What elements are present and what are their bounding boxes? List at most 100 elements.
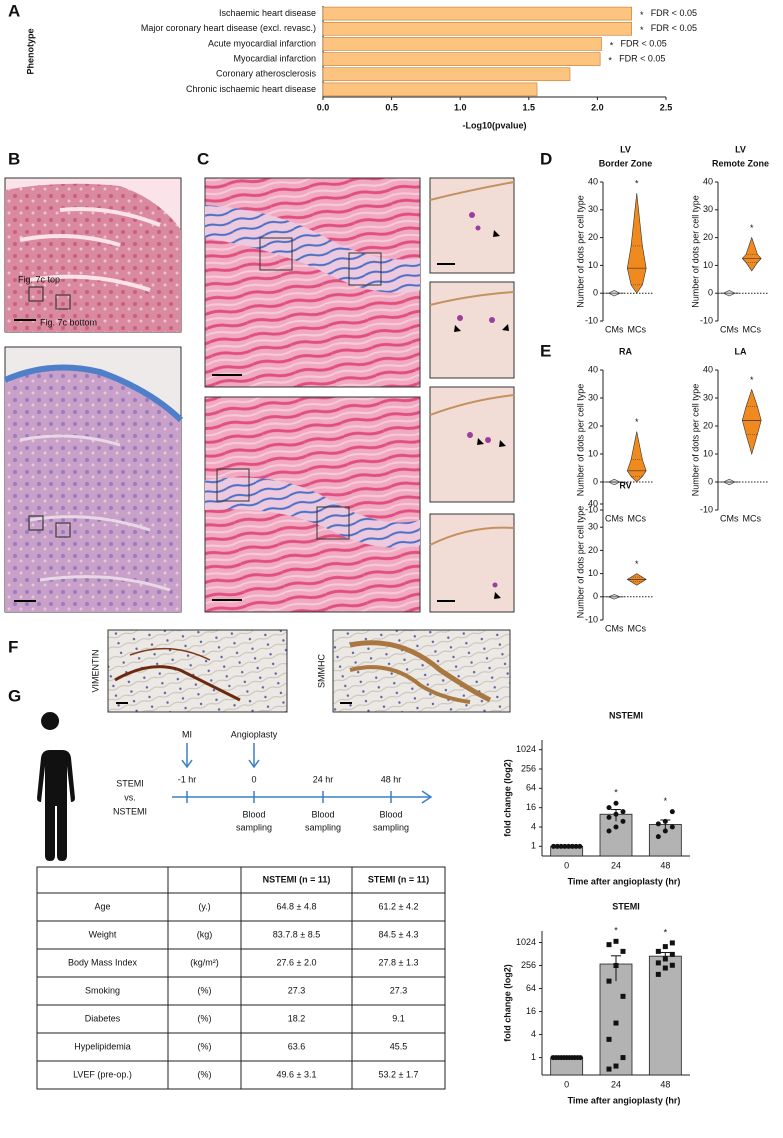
data-point <box>577 843 583 849</box>
chart-title: LA <box>735 346 747 356</box>
data-point <box>606 1066 612 1072</box>
data-point <box>613 1020 619 1026</box>
y-tick-label: 40 <box>588 364 598 374</box>
y-axis-label: Number of dots per cell type <box>690 195 700 308</box>
y-tick-label: 10 <box>703 448 713 458</box>
y-tick-label: 20 <box>703 420 713 430</box>
y-axis-label: Number of dots per cell type <box>575 195 585 308</box>
table-cell: 83.7.8 ± 8.5 <box>273 929 320 939</box>
violin <box>741 388 762 456</box>
panel-label: A <box>8 1 20 20</box>
y-tick-label: Chronic ischaemic heart disease <box>186 84 316 94</box>
chart-title: RV <box>619 480 631 490</box>
y-tick-label: 1 <box>531 1052 536 1062</box>
table-cell: 27.8 ± 1.3 <box>379 957 419 967</box>
table-cell: 27.6 ± 2.0 <box>277 957 317 967</box>
sampling-label: sampling <box>305 822 341 832</box>
data-point <box>669 940 675 946</box>
y-tick-label: 40 <box>588 498 598 508</box>
y-axis-label: Phenotype <box>25 28 35 74</box>
x-tick-label: 0.0 <box>317 102 330 112</box>
significance-marker: * <box>610 40 614 50</box>
violin <box>626 431 647 483</box>
y-tick-label: 0 <box>593 591 598 601</box>
data-point <box>554 843 560 849</box>
y-tick-label: 4 <box>531 821 536 831</box>
significance-marker: * <box>664 796 668 806</box>
table-cell: (kg/m²) <box>190 957 219 967</box>
x-tick-label: CMs <box>605 513 624 523</box>
significance-marker: * <box>614 788 618 798</box>
bar <box>599 963 633 1076</box>
sampling-label: Blood <box>379 809 402 819</box>
y-tick-label: 40 <box>703 176 713 186</box>
y-tick-label: 20 <box>703 232 713 242</box>
table-cell: 64.8 ± 4.8 <box>277 901 317 911</box>
data-point <box>573 843 579 849</box>
time-label: 24 hr <box>313 774 334 784</box>
panel-label: G <box>8 686 21 705</box>
data-point <box>577 1055 583 1061</box>
x-tick-label: 1.0 <box>454 102 467 112</box>
violin <box>741 236 762 272</box>
data-point <box>662 956 668 962</box>
bar <box>322 82 538 97</box>
y-axis-label: Number of dots per cell type <box>575 384 585 497</box>
y-tick-label: Ischaemic heart disease <box>219 8 316 18</box>
data-point <box>613 800 619 806</box>
table-cell: Smoking <box>85 985 120 995</box>
data-point <box>620 809 626 815</box>
y-axis-label: Number of dots per cell type <box>690 384 700 497</box>
data-point <box>558 843 564 849</box>
y-tick-label: Acute myocardial infarction <box>208 38 316 48</box>
table-header: NSTEMI (n = 11) <box>263 874 331 884</box>
data-point <box>655 948 661 954</box>
significance-marker: * <box>750 375 754 385</box>
annotation: FDR < 0.05 <box>619 53 665 63</box>
table-cell: (%) <box>198 1041 212 1051</box>
bar <box>648 824 682 857</box>
significance-marker: * <box>635 417 639 427</box>
time-label: 0 <box>251 774 256 784</box>
data-point <box>620 818 626 824</box>
human-icon <box>37 712 75 861</box>
y-tick-label: -10 <box>585 504 598 514</box>
chart-title: LV <box>620 144 631 154</box>
annotation: FDR < 0.05 <box>651 8 697 18</box>
y-tick-label: 1024 <box>516 937 536 947</box>
event-label: Angioplasty <box>231 729 278 739</box>
significance-marker: * <box>640 10 644 20</box>
data-point <box>662 965 668 971</box>
y-axis-label: fold change (log2) <box>502 759 512 837</box>
data-point <box>669 809 675 815</box>
x-tick-label: MCs <box>628 513 647 523</box>
y-tick-label: 4 <box>531 1029 536 1039</box>
y-tick-label: 40 <box>588 176 598 186</box>
y-tick-label: 10 <box>588 568 598 578</box>
y-tick-label: 30 <box>588 522 598 532</box>
y-tick-label: 0 <box>593 288 598 298</box>
data-point <box>655 834 661 840</box>
image-label: SMMHC <box>316 654 326 688</box>
x-tick-label: MCs <box>628 623 647 633</box>
x-axis-label: -Log10(pvalue) <box>462 120 526 130</box>
y-tick-label: 20 <box>588 232 598 242</box>
data-point <box>655 960 661 966</box>
data-point <box>606 942 612 948</box>
x-tick-label: CMs <box>605 324 624 334</box>
y-tick-label: 256 <box>521 960 536 970</box>
violin <box>626 193 647 294</box>
micrograph-b <box>3 177 184 613</box>
significance-marker: * <box>608 55 612 65</box>
table-cell: Age <box>94 901 110 911</box>
timeline-graphics <box>172 743 433 804</box>
table-cell: Diabetes <box>85 1013 121 1023</box>
micrograph-c <box>204 177 515 613</box>
x-tick-label: 48 <box>660 860 670 870</box>
x-tick-label: 0.5 <box>385 102 398 112</box>
bar <box>648 955 682 1076</box>
time-label: 48 hr <box>381 774 402 784</box>
data-point <box>655 821 661 827</box>
group-label: vs. <box>124 792 136 802</box>
data-point <box>551 843 557 849</box>
